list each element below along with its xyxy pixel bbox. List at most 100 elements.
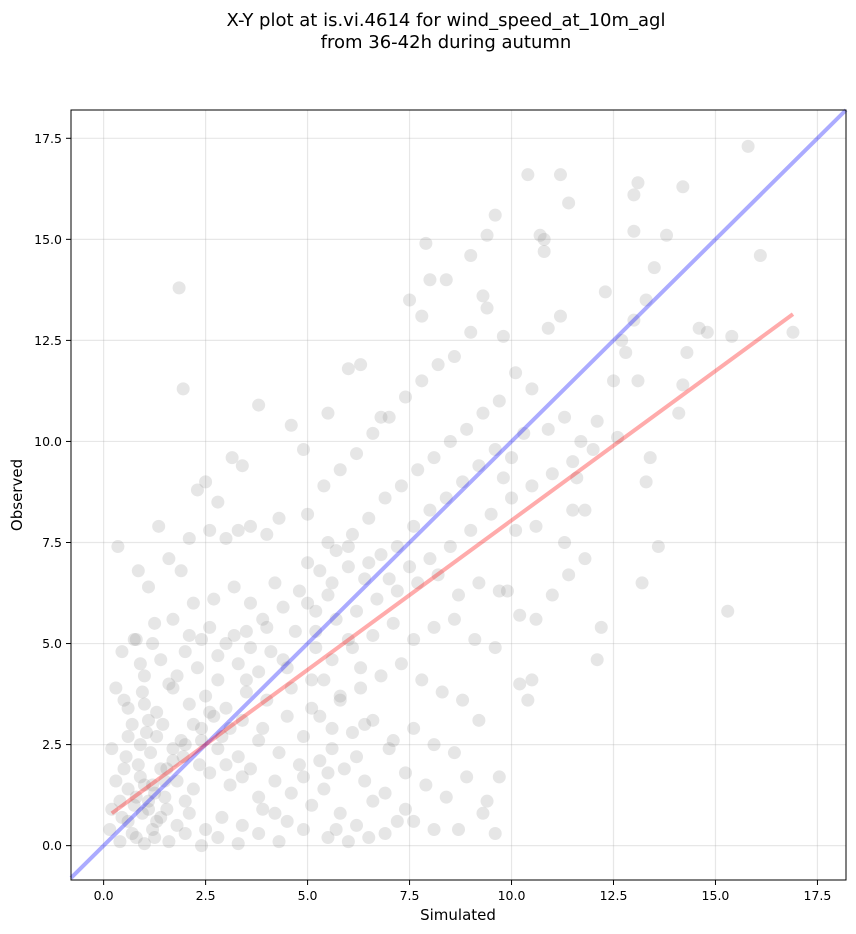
scatter-point: [325, 653, 339, 667]
scatter-point: [350, 750, 364, 764]
scatter-point: [160, 762, 174, 776]
scatter-point: [195, 839, 209, 853]
scatter-point: [235, 713, 249, 727]
x-tick-label: 10.0: [498, 888, 526, 903]
scatter-point: [243, 641, 257, 655]
scatter-point: [341, 633, 355, 647]
scatter-point: [150, 705, 164, 719]
scatter-point: [115, 810, 129, 824]
scatter-point: [472, 459, 486, 473]
scatter-point: [109, 681, 123, 695]
scatter-point: [235, 459, 249, 473]
scatter-point: [333, 689, 347, 703]
scatter-point: [350, 818, 364, 832]
x-tick-label: 15.0: [702, 888, 730, 903]
scatter-point: [148, 786, 162, 800]
scatter-point: [166, 742, 180, 756]
scatter-point: [317, 673, 331, 687]
scatter-point: [590, 653, 604, 667]
scatter-point: [305, 673, 319, 687]
scatter-point: [284, 418, 298, 432]
scatter-point: [280, 661, 294, 675]
scatter-point: [182, 697, 196, 711]
scatter-point: [529, 519, 543, 533]
scatter-point: [492, 770, 506, 784]
scatter-point: [115, 645, 129, 659]
scatter-point: [590, 414, 604, 428]
scatter-point: [211, 742, 225, 756]
scatter-point: [513, 608, 527, 622]
regression-line: [110, 312, 795, 815]
scatter-point: [403, 293, 417, 307]
scatter-point: [105, 742, 119, 756]
scatter-point: [142, 713, 155, 727]
scatter-point: [680, 346, 694, 360]
scatter-point: [146, 637, 160, 651]
scatter-point: [354, 661, 368, 675]
scatter-point: [321, 831, 335, 845]
scatter-point: [195, 734, 209, 748]
scatter-point: [427, 451, 441, 465]
scatter-point: [170, 818, 184, 832]
y-axis-ticks: 0.0 2.5 5.0 7.5 10.0 12.5 15.0 17.5: [34, 131, 71, 853]
scatter-point: [166, 754, 180, 768]
scatter-point: [464, 249, 478, 263]
scatter-point: [488, 443, 502, 457]
scatter-point: [427, 738, 441, 752]
scatter-point: [476, 289, 490, 303]
scatter-point: [113, 835, 127, 849]
scatter-point: [121, 782, 135, 796]
scatter-point: [472, 576, 486, 590]
scatter-point: [239, 673, 253, 687]
scatter-point: [105, 802, 119, 816]
scatter-point: [411, 576, 425, 590]
chart-title-line-1: X-Y plot at is.vi.4614 for wind_speed_at…: [227, 10, 666, 31]
scatter-point: [211, 673, 225, 687]
scatter-point: [166, 612, 180, 626]
scatter-point: [558, 410, 572, 424]
scatter-point: [672, 406, 686, 420]
y-tick-label: 5.0: [42, 636, 62, 651]
scatter-point: [142, 802, 155, 816]
scatter-point: [345, 527, 359, 541]
scatter-point: [480, 301, 494, 315]
scatter-point: [176, 382, 190, 396]
scatter-point: [182, 806, 196, 820]
scatter-point: [162, 835, 176, 849]
scatter-point: [468, 633, 482, 647]
scatter-point: [219, 637, 233, 651]
scatter-point: [309, 604, 323, 618]
chart-title-line-2: from 36-42h during autumn: [321, 32, 572, 53]
scatter-point: [676, 378, 690, 392]
scatter-point: [574, 434, 588, 448]
scatter-point: [460, 770, 474, 784]
scatter-point: [753, 249, 767, 263]
scatter-point: [305, 701, 319, 715]
scatter-point: [121, 730, 135, 744]
scatter-point: [366, 713, 380, 727]
y-tick-label: 17.5: [34, 131, 62, 146]
scatter-point: [341, 560, 355, 574]
scatter-point: [558, 535, 572, 549]
scatter-point: [439, 273, 453, 287]
scatter-point: [121, 814, 135, 828]
scatter-point: [154, 653, 168, 667]
scatter-point: [443, 434, 457, 448]
scatter-point: [476, 806, 490, 820]
scatter-point: [203, 766, 217, 780]
scatter-point: [488, 641, 502, 655]
scatter-point: [292, 758, 306, 772]
scatter-point: [190, 661, 204, 675]
scatter-point: [146, 778, 160, 792]
scatter-point: [178, 645, 192, 659]
scatter-point: [125, 827, 139, 841]
x-tick-label: 17.5: [804, 888, 832, 903]
scatter-point: [350, 447, 364, 461]
scatter-point: [178, 738, 192, 752]
scatter-point: [333, 693, 347, 707]
x-tick-label: 12.5: [600, 888, 628, 903]
scatter-point: [537, 244, 551, 258]
scatter-point: [366, 794, 380, 808]
scatter-point: [472, 713, 486, 727]
scatter-point: [415, 374, 429, 388]
